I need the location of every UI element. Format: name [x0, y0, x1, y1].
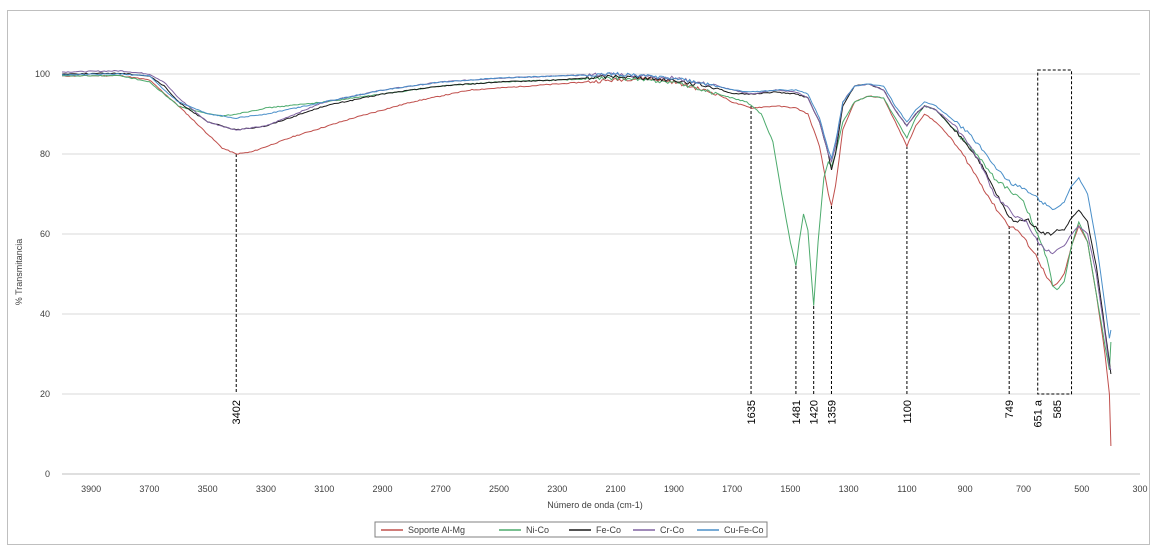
- x-tick-label: 3300: [256, 484, 276, 494]
- legend-label: Cu-Fe-Co: [724, 525, 764, 535]
- series-line-0: [61, 74, 1112, 447]
- peak-label: 1481: [791, 400, 803, 424]
- y-tick-label: 40: [40, 309, 50, 319]
- y-tick-label: 100: [35, 69, 50, 79]
- y-tick-label: 80: [40, 149, 50, 159]
- chart-frame: [7, 10, 1150, 545]
- x-tick-label: 1900: [664, 484, 684, 494]
- y-tick-label: 60: [40, 229, 50, 239]
- x-tick-label: 3100: [314, 484, 334, 494]
- x-tick-label: 1500: [780, 484, 800, 494]
- peak-label: 585: [1052, 400, 1064, 418]
- x-tick-label: 300: [1132, 484, 1147, 494]
- series-lines: [61, 69, 1112, 447]
- x-tick-label: 3900: [81, 484, 101, 494]
- peak-label: 651 a: [1033, 399, 1045, 427]
- peak-label: 1635: [746, 400, 758, 424]
- x-tick-labels: 3900 3700 3500 3300 3100 2900 2700 2500 2300 2100…: [81, 484, 1147, 494]
- x-tick-label: 900: [958, 484, 973, 494]
- x-tick-label: 500: [1074, 484, 1089, 494]
- x-tick-label: 1100: [897, 484, 916, 494]
- x-tick-label: 2100: [606, 484, 626, 494]
- peak-label: 749: [1004, 400, 1016, 418]
- x-tick-label: 3700: [139, 484, 159, 494]
- legend-label: Cr-Co: [660, 525, 684, 535]
- peak-label: 3402: [231, 400, 243, 424]
- x-tick-label: 1700: [722, 484, 742, 494]
- peak-annotations: 3402 1635 1481 1420 1359 1100 749 651 a 585: [231, 106, 1064, 428]
- x-tick-label: 2500: [489, 484, 509, 494]
- y-tick-label: 0: [45, 469, 50, 479]
- x-tick-label: 2700: [431, 484, 451, 494]
- series-line-4: [61, 71, 1112, 339]
- y-axis-title: % Transmitancia: [14, 239, 24, 306]
- legend-label: Soporte Al-Mg: [408, 525, 465, 535]
- legend: Soporte Al-Mg Ni-Co Fe-Co Cr-Co Cu-Fe-Co: [374, 521, 768, 538]
- series-line-2: [61, 72, 1112, 375]
- peak-label: 1420: [809, 400, 821, 424]
- y-tick-labels: 0 20 40 60 80 100: [35, 69, 50, 479]
- series-line-1: [61, 74, 1112, 370]
- range-highlight-box: [1037, 69, 1073, 395]
- highlight-box: [1037, 69, 1073, 395]
- peak-label: 1359: [826, 400, 838, 424]
- legend-label: Fe-Co: [596, 525, 621, 535]
- gridlines: [62, 73, 1140, 395]
- x-tick-label: 2300: [547, 484, 567, 494]
- peak-label: 1100: [902, 400, 914, 424]
- y-tick-label: 20: [40, 389, 50, 399]
- x-tick-label: 700: [1016, 484, 1031, 494]
- x-tick-label: 1300: [839, 484, 859, 494]
- x-tick-label: 2900: [372, 484, 392, 494]
- x-tick-label: 3500: [198, 484, 218, 494]
- x-axis-title: Número de onda (cm-1): [547, 500, 643, 510]
- legend-label: Ni-Co: [526, 525, 549, 535]
